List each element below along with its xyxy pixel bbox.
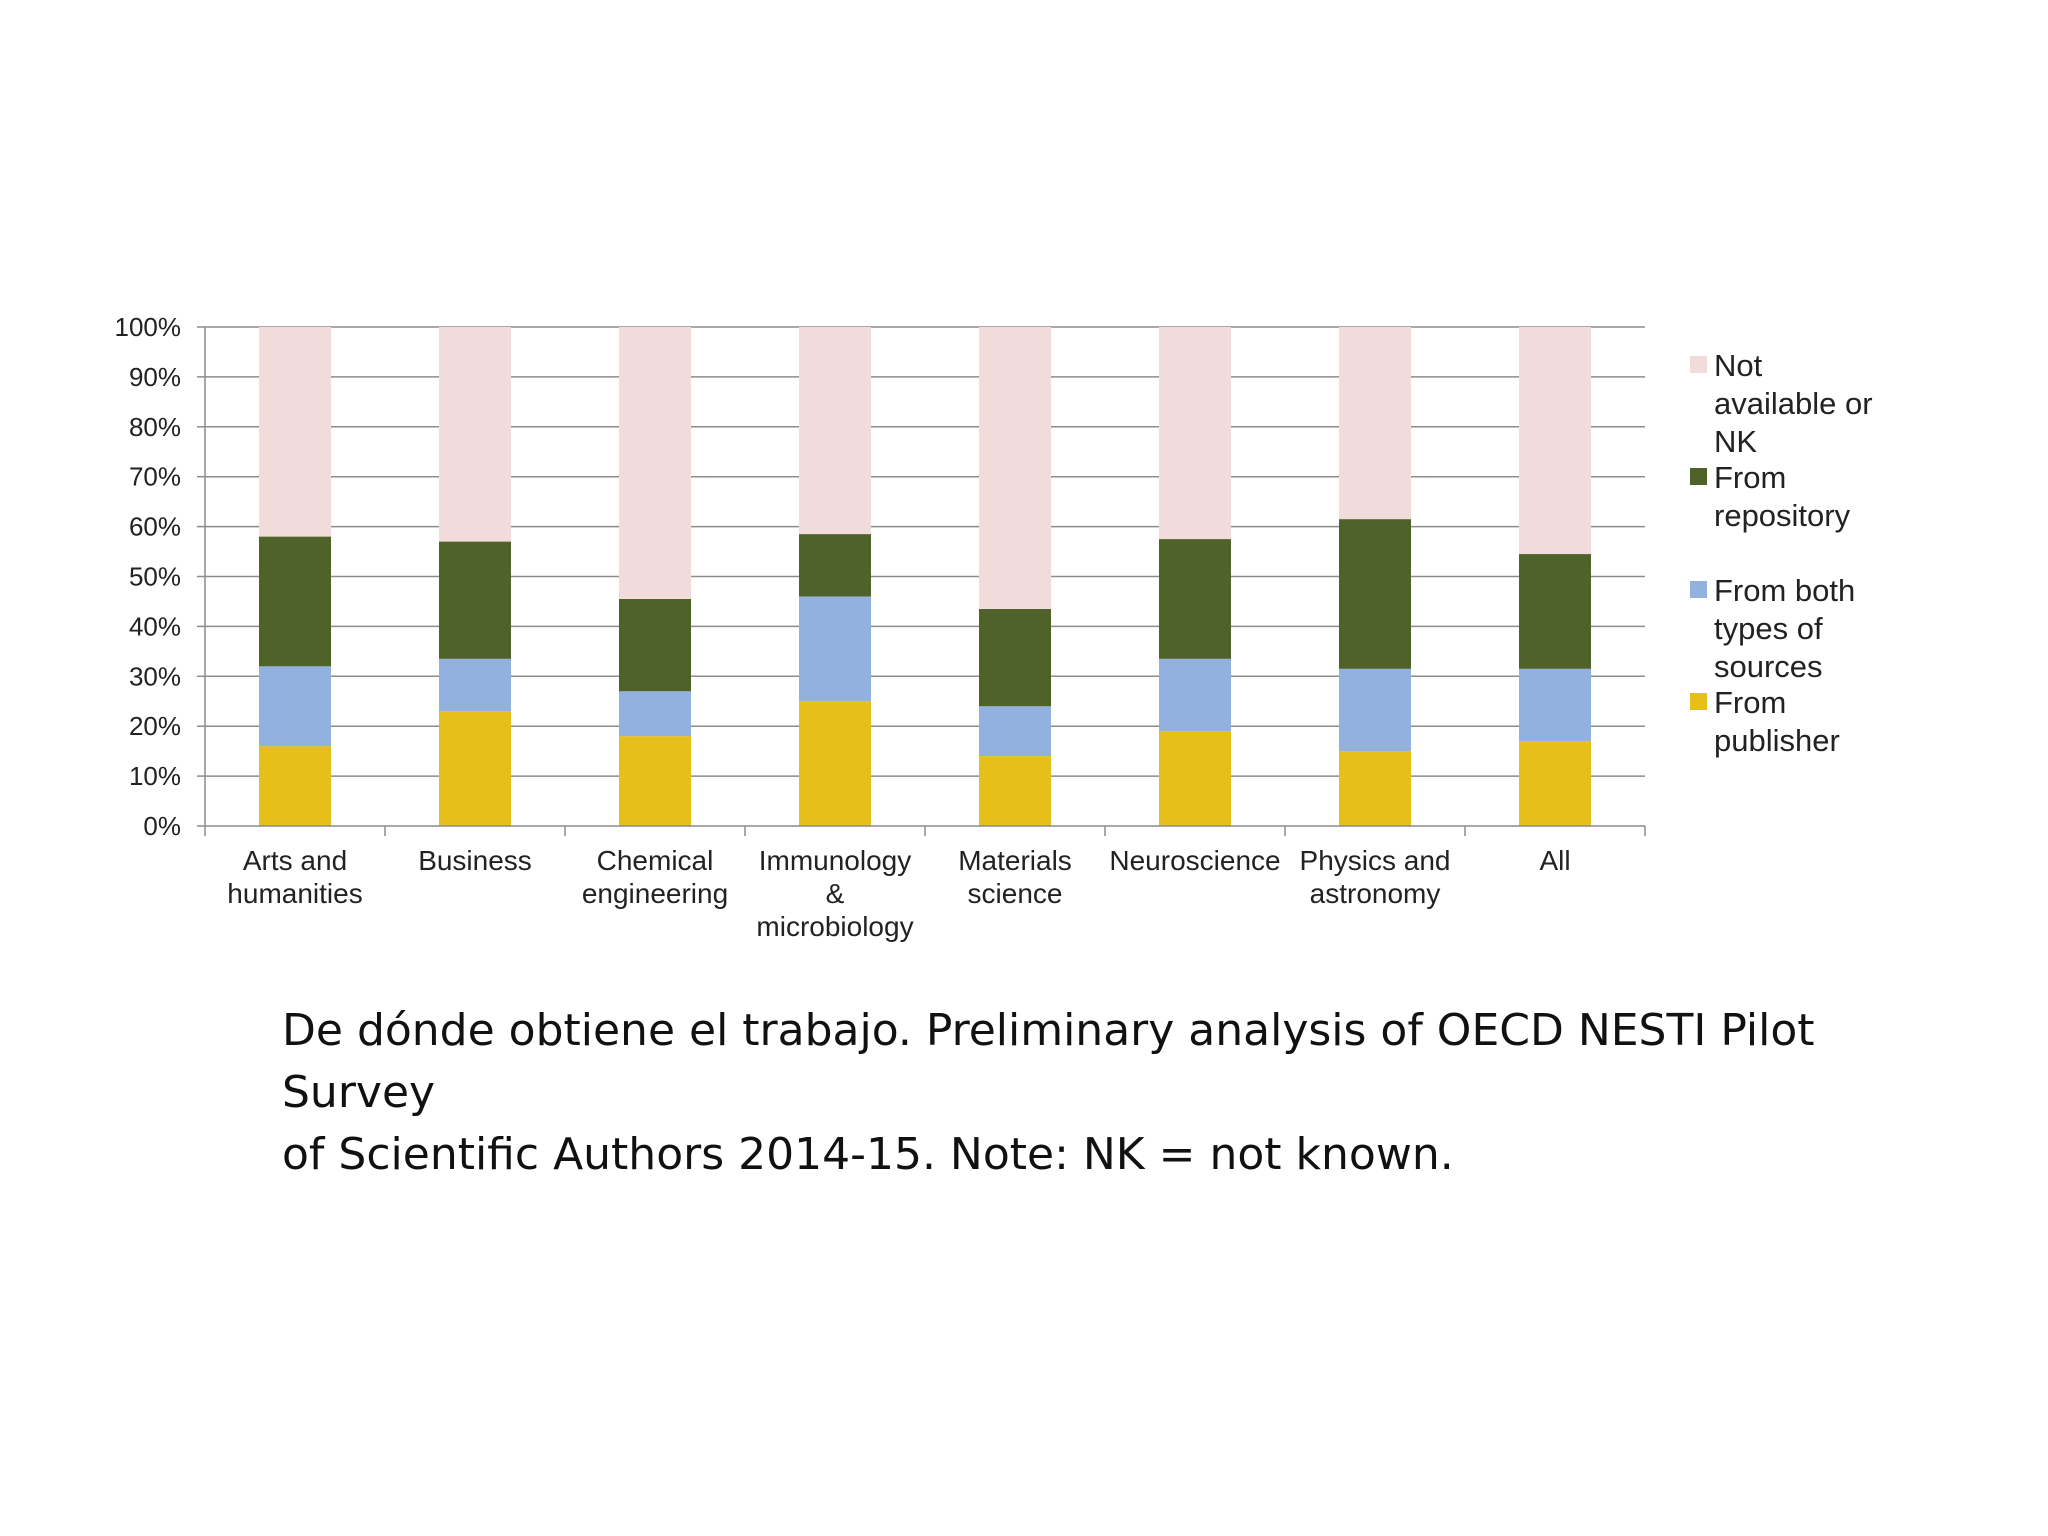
bar-segment — [439, 327, 511, 542]
bar-segment — [259, 666, 331, 747]
gridlines — [205, 326, 1645, 777]
x-tick-label: astronomy — [1310, 878, 1441, 909]
legend-label: available or — [1714, 386, 1873, 421]
bar-segment — [1339, 668, 1411, 752]
x-tick-label: humanities — [227, 878, 362, 909]
legend-swatch — [1690, 356, 1707, 373]
y-tick-label: 50% — [129, 562, 181, 592]
legend-label: repository — [1714, 498, 1851, 533]
x-tick-label: microbiology — [756, 911, 913, 942]
x-tick-label: Business — [418, 845, 532, 876]
bar-segment — [619, 736, 691, 826]
x-tick-label: Neuroscience — [1109, 845, 1280, 876]
bar-segment — [799, 596, 871, 702]
bar-segment — [979, 327, 1051, 609]
bar-segment — [1159, 539, 1231, 659]
legend-label: From both — [1714, 573, 1855, 608]
x-tick-label: Physics and — [1300, 845, 1451, 876]
legend-label: From — [1714, 685, 1786, 720]
caption: De dónde obtiene el trabajo. Preliminary… — [282, 1000, 1922, 1186]
bar-segment — [1159, 658, 1231, 732]
x-tick-label: engineering — [582, 878, 728, 909]
axes: 0% 10% 20% 30% 40% 50% 60% 70% 80% 90% 100% Arts an… — [115, 312, 1646, 942]
bars — [259, 327, 1591, 826]
y-tick-label: 70% — [129, 462, 181, 492]
caption-line-2: of Scientific Authors 2014-15. Note: NK … — [282, 1129, 1454, 1180]
bar-segment — [439, 541, 511, 659]
y-tick-label: 100% — [115, 312, 182, 342]
bar-segment — [1519, 554, 1591, 669]
x-tick-label: All — [1539, 845, 1570, 876]
y-tick-label: 0% — [143, 811, 181, 841]
x-tick-label: science — [968, 878, 1063, 909]
bar-segment — [799, 701, 871, 826]
legend-swatch — [1690, 468, 1707, 485]
bar-segment — [1339, 751, 1411, 826]
legend-label: sources — [1714, 649, 1823, 684]
y-tick-label: 80% — [129, 412, 181, 442]
bar-segment — [259, 327, 331, 537]
bar-segment — [259, 536, 331, 667]
bar-segment — [1339, 519, 1411, 669]
bar-segment — [439, 711, 511, 826]
bar-segment — [259, 746, 331, 826]
bar-segment — [619, 691, 691, 737]
legend-label: publisher — [1714, 723, 1840, 758]
bar-segment — [619, 598, 691, 692]
legend-label: Not — [1714, 348, 1763, 383]
legend-label: types of — [1714, 611, 1823, 646]
y-tick-label: 30% — [129, 661, 181, 691]
x-tick-label: Materials — [958, 845, 1072, 876]
y-tick-label: 20% — [129, 711, 181, 741]
x-tick-label: Chemical — [597, 845, 714, 876]
bar-segment — [1519, 668, 1591, 742]
legend-swatch — [1690, 581, 1707, 598]
x-tick-label: Arts and — [243, 845, 347, 876]
bar-segment — [439, 658, 511, 712]
bar-segment — [1159, 327, 1231, 540]
bar-segment — [979, 756, 1051, 826]
bar-segment — [799, 534, 871, 597]
x-tick-label: & — [826, 878, 845, 909]
legend-label: From — [1714, 460, 1786, 495]
bar-segment — [1159, 731, 1231, 826]
y-tick-label: 40% — [129, 611, 181, 641]
caption-line-1: De dónde obtiene el trabajo. Preliminary… — [282, 1005, 1815, 1118]
x-tick-label: Immunology — [759, 845, 912, 876]
legend-label: NK — [1714, 424, 1757, 459]
legend-swatch — [1690, 693, 1707, 710]
bar-segment — [1339, 327, 1411, 520]
bar-segment — [619, 327, 691, 599]
y-tick-label: 60% — [129, 512, 181, 542]
stacked-bar-chart: 0% 10% 20% 30% 40% 50% 60% 70% 80% 90% 100% Arts an… — [115, 312, 1873, 942]
bar-segment — [1519, 327, 1591, 555]
bar-segment — [799, 327, 871, 535]
y-tick-label: 90% — [129, 362, 181, 392]
bar-segment — [979, 706, 1051, 757]
bar-segment — [1519, 741, 1591, 826]
y-tick-label: 10% — [129, 761, 181, 791]
bar-segment — [979, 608, 1051, 707]
